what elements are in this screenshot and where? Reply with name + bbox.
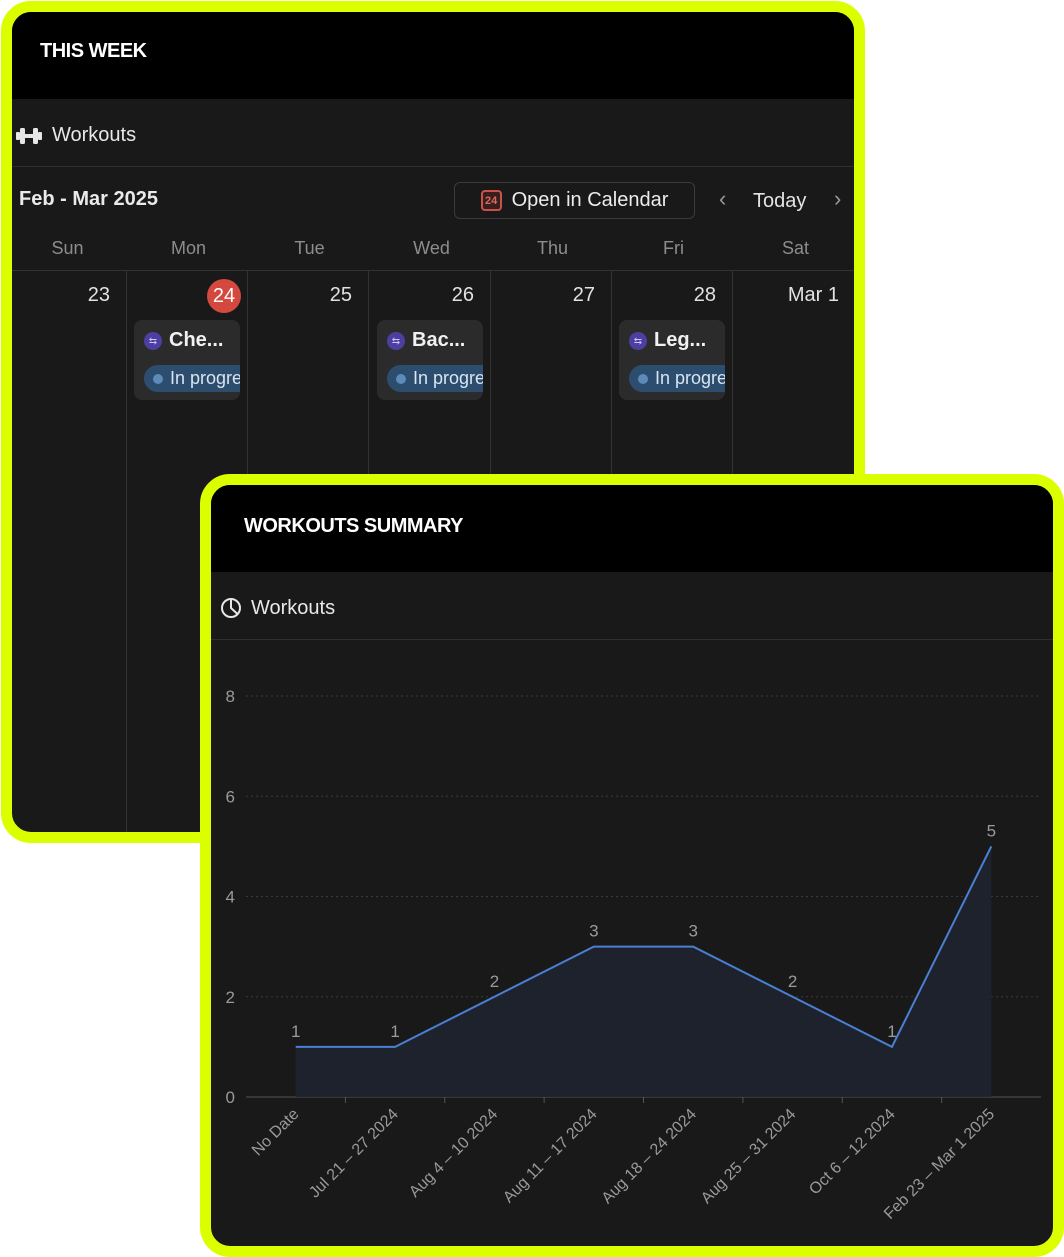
this-week-title: THIS WEEK: [40, 40, 147, 62]
data-label: 2: [788, 972, 797, 991]
status-badge: In progress: [144, 365, 240, 392]
x-tick-label: No Date: [249, 1106, 303, 1160]
database-title-bar[interactable]: Workouts: [12, 99, 854, 167]
this-week-header: THIS WEEK: [12, 12, 854, 99]
today-button[interactable]: Today: [753, 190, 807, 212]
day-cell-sat[interactable]: Mar 1: [734, 271, 854, 832]
x-tick-label: Aug 11 – 17 2024: [500, 1106, 601, 1207]
weekday-sat: Sat: [781, 238, 810, 258]
x-tick-label: Aug 18 – 24 2024: [599, 1106, 700, 1207]
x-tick-label: Aug 25 – 31 2024: [698, 1106, 799, 1207]
summary-database-title[interactable]: Workouts: [251, 597, 336, 619]
day-number: Mar 1: [787, 284, 839, 306]
day-cell-wed[interactable]: 26 ⇆ Bac... In progress: [370, 271, 491, 832]
data-label: 2: [490, 972, 499, 991]
today-day-number: 24: [207, 279, 241, 313]
weekday-sun: Sun: [51, 238, 84, 258]
summary-database-bar[interactable]: Workouts: [211, 572, 1053, 640]
database-title[interactable]: Workouts: [52, 124, 137, 146]
chevron-right-icon[interactable]: ›: [834, 186, 842, 211]
dumbbell-icon: [16, 128, 42, 144]
weekday-mon: Mon: [170, 238, 206, 258]
x-tick-label: Feb 23 – Mar 1 2025: [881, 1106, 998, 1223]
area-fill: [295, 846, 992, 1097]
y-tick-label: 6: [226, 787, 235, 806]
day-number: 27: [572, 284, 595, 306]
data-label: 1: [887, 1022, 896, 1041]
series-line: [295, 845, 993, 1049]
pie-chart-icon: [221, 598, 241, 618]
calendar-toolbar: Feb - Mar 2025 24 Open in Calendar ‹ Tod…: [12, 168, 854, 228]
chevron-left-icon[interactable]: ‹: [719, 186, 727, 211]
grid-divider: [12, 270, 854, 271]
weekday-fri: Fri: [663, 238, 684, 258]
weekday-thu: Thu: [536, 238, 569, 258]
day-number: 23: [87, 284, 110, 306]
open-in-calendar-label: Open in Calendar: [511, 189, 669, 211]
event-title: Bac...: [412, 329, 466, 351]
dumbbell-icon: ⇆: [387, 332, 405, 350]
event-title: Leg...: [654, 329, 707, 351]
data-label: 5: [987, 821, 996, 840]
event-card[interactable]: ⇆ Che... In progress: [134, 320, 240, 400]
x-tick-label: Oct 6 – 12 2024: [806, 1106, 899, 1199]
day-cell-mon[interactable]: 24 ⇆ Che... In progress: [127, 271, 248, 832]
day-number: 26: [451, 284, 474, 306]
status-badge: In progress: [629, 365, 725, 392]
x-tick-label: Aug 4 – 10 2024: [406, 1106, 501, 1201]
summary-title: WORKOUTS SUMMARY: [244, 515, 464, 537]
status-dot-icon: [153, 373, 163, 384]
event-card[interactable]: ⇆ Leg... In progress: [619, 320, 725, 400]
dumbbell-icon: ⇆: [629, 332, 647, 350]
day-number: 28: [693, 284, 716, 306]
day-number: 25: [329, 284, 352, 306]
data-label: 3: [688, 922, 697, 941]
status-dot-icon: [638, 373, 648, 384]
month-label: Feb - Mar 2025: [19, 188, 158, 210]
dumbbell-icon: ⇆: [144, 332, 162, 350]
calendar-icon: 24: [480, 190, 502, 211]
y-tick-label: 4: [226, 888, 235, 907]
summary-header: WORKOUTS SUMMARY: [211, 485, 1053, 572]
event-card[interactable]: ⇆ Bac... In progress: [377, 320, 483, 400]
day-cell-sun[interactable]: 23: [12, 271, 127, 832]
x-tick-label: Jul 21 – 27 2024: [306, 1106, 402, 1202]
data-label: 1: [291, 1022, 300, 1041]
data-label: 1: [390, 1022, 399, 1041]
status-badge: In progress: [387, 365, 483, 392]
workouts-summary-card: WORKOUTS SUMMARY Workouts 0 2 4 6 8 1 1 2 3 3 2 1 5 N…: [200, 474, 1064, 1257]
weekday-tue: Tue: [294, 238, 325, 258]
open-in-calendar-button[interactable]: 24 Open in Calendar: [454, 182, 695, 219]
weekday-wed: Wed: [413, 238, 450, 258]
data-label: 3: [589, 922, 598, 941]
y-tick-label: 2: [226, 988, 235, 1007]
y-tick-label: 8: [226, 687, 235, 706]
status-dot-icon: [396, 373, 406, 384]
day-cell-fri[interactable]: 28 ⇆ Leg... In progress: [612, 271, 733, 832]
y-tick-label: 0: [226, 1088, 235, 1107]
event-title: Che...: [169, 329, 224, 351]
